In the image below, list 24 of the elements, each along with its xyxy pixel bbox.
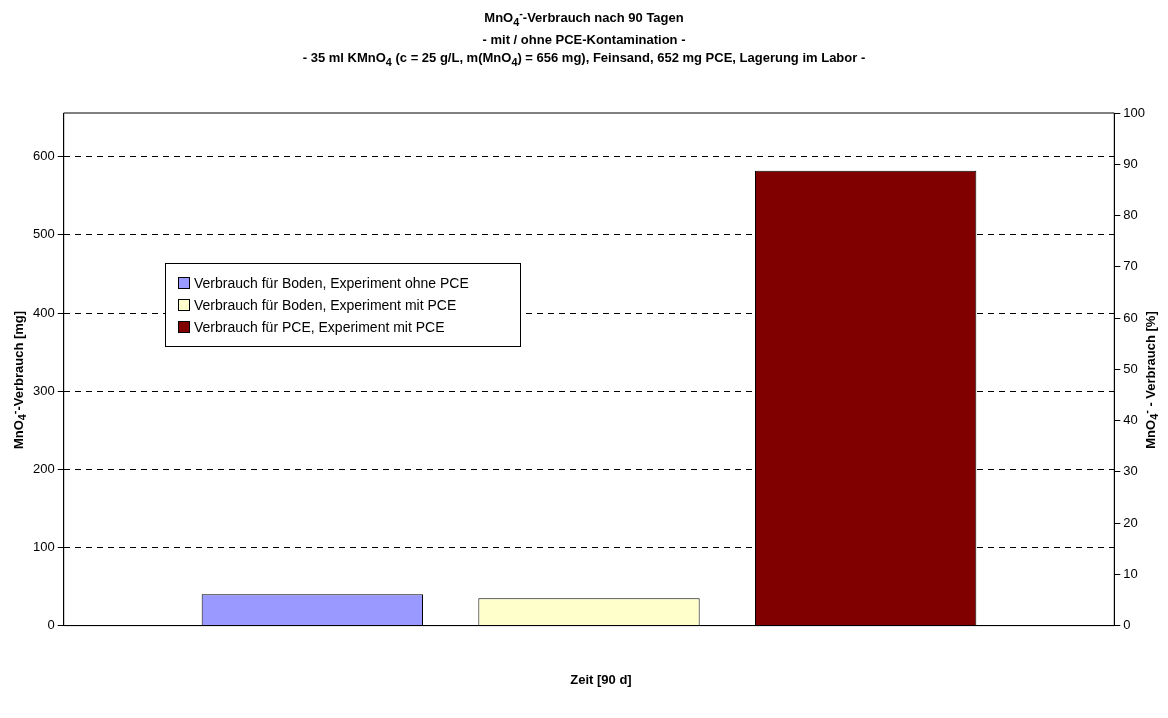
y2-tick-label: 0 (1123, 617, 1131, 633)
legend-label: Verbrauch für Boden, Experiment ohne PCE (193, 274, 470, 293)
legend-label: Verbrauch für Boden, Experiment mit PCE (193, 296, 458, 315)
y2-tick-label: 10 (1123, 565, 1138, 581)
legend-label: Verbrauch für PCE, Experiment mit PCE (193, 318, 446, 337)
y2-tick-label: 100 (1123, 104, 1146, 120)
y2-tick-label: 90 (1123, 155, 1138, 171)
x-axis-title: Zeit [90 d] (570, 672, 632, 687)
y-tick-label: 500 (32, 226, 55, 242)
y-tick-label: 0 (47, 617, 55, 633)
y-tick-label: 300 (32, 382, 55, 398)
y-tick-label: 200 (32, 460, 55, 476)
y2-tick-label: 70 (1123, 258, 1138, 274)
y-tick-label: 400 (32, 304, 55, 320)
chart-title: MnO$_{4}$$^{-}$-Verbrauch nach 90 Tagen (484, 7, 684, 28)
y2-tick-label: 60 (1123, 309, 1138, 325)
y-tick-label: 600 (32, 148, 55, 164)
y2-tick-label: 40 (1123, 412, 1138, 428)
y2-tick-label: 50 (1123, 360, 1138, 376)
y2-tick-label: 20 (1123, 514, 1138, 530)
y2-tick-label: 80 (1123, 207, 1138, 223)
y-tick-label: 100 (32, 539, 55, 555)
text: - mit / ohne PCE-Kontamination - - 35 ml KMnO$_{4}$ (c = 25 g/L, m(MnO$_{4}$) = 656 mg), Feinsand, 652 mg PCE, Lagerung im Labor - (302, 31, 866, 68)
y2-tick-label: 30 (1123, 463, 1138, 479)
